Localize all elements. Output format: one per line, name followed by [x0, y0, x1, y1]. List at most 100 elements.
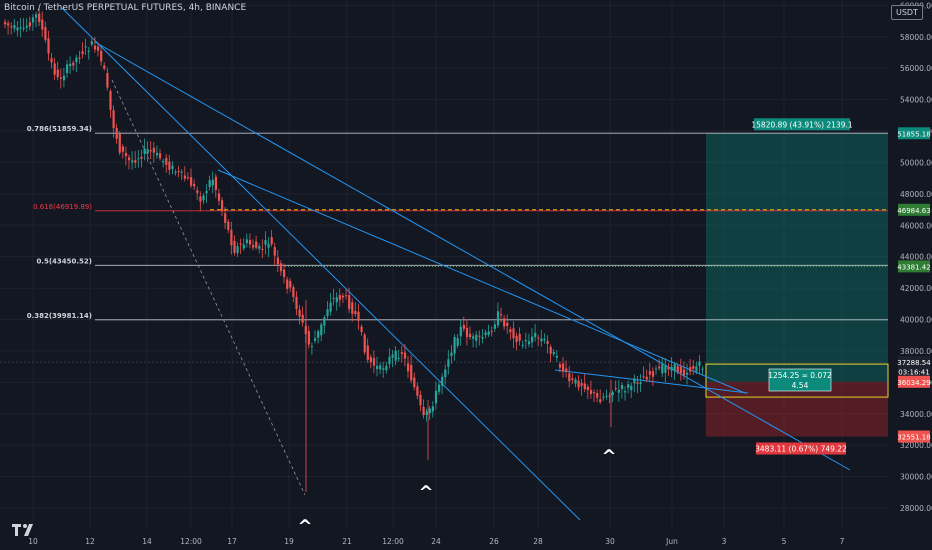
- candle-body: [695, 366, 698, 372]
- candle-body: [372, 358, 376, 366]
- candle-body: [109, 91, 112, 110]
- candle-body: [558, 364, 562, 368]
- time-tick: 12:00: [180, 537, 202, 546]
- candle-body: [391, 354, 394, 358]
- candle-body: [314, 338, 317, 341]
- candle-body: [682, 369, 686, 376]
- candle-body: [124, 152, 128, 157]
- candle-body: [450, 352, 453, 357]
- candle-body: [270, 237, 273, 245]
- symbol-title[interactable]: Bitcoin / TetherUS PERPETUAL FUTURES, 4h…: [4, 3, 247, 13]
- candle-body: [447, 359, 450, 367]
- price-label-bg: [898, 430, 930, 443]
- candle-body: [478, 335, 481, 337]
- candle-body: [521, 344, 524, 346]
- candle-body: [335, 297, 338, 303]
- candle-body: [679, 366, 682, 374]
- candle-body: [155, 152, 159, 156]
- candle-body: [400, 352, 403, 354]
- candle-body: [242, 244, 245, 249]
- time-tick: 12: [85, 537, 95, 546]
- candle-body: [462, 325, 465, 329]
- candle-body: [301, 314, 304, 323]
- position-labels: 15820.89 (43.91%) 2139.1 3483.11 (0.67%) …: [751, 118, 853, 455]
- candle-body: [208, 180, 211, 187]
- candle-body: [298, 309, 301, 317]
- candle-body: [469, 333, 472, 337]
- candle-body: [90, 41, 93, 45]
- candle-body: [307, 331, 310, 345]
- candle-body: [589, 390, 593, 395]
- candle-body: [183, 175, 186, 179]
- fib-label: 0.5(43450.52): [36, 257, 92, 265]
- candle-body: [397, 357, 400, 359]
- candle-body: [413, 377, 416, 388]
- candle-body: [379, 365, 382, 370]
- candle-body: [140, 156, 143, 159]
- candle-body: [7, 23, 10, 26]
- candle-body: [276, 257, 279, 265]
- candle-body: [177, 171, 180, 173]
- candle-body: [199, 196, 202, 202]
- candle-body: [320, 324, 323, 336]
- currency-badge[interactable]: USDT: [891, 5, 923, 20]
- candle-body: [44, 27, 47, 40]
- time-tick: 14: [142, 537, 152, 546]
- candle-body: [503, 318, 506, 327]
- candle-body: [369, 357, 372, 363]
- candle-body: [577, 380, 580, 388]
- candle-body: [496, 311, 500, 326]
- time-tick: 30: [605, 537, 615, 546]
- candle-body: [217, 193, 221, 201]
- trendline: [61, 7, 581, 521]
- price-label-bg: [898, 260, 930, 273]
- candle-body: [642, 376, 645, 378]
- candle-body: [382, 368, 385, 370]
- price-tick: 54000.00: [900, 96, 932, 105]
- candle-body: [310, 346, 314, 348]
- candle-body: [583, 383, 586, 390]
- candle-body: [500, 314, 503, 316]
- center-label-line1: 1254.25 ≈ 0.072: [768, 371, 832, 380]
- price-tick: 58000.00: [900, 33, 932, 42]
- candle-body: [332, 297, 335, 299]
- candle-body: [38, 13, 41, 23]
- candle-body: [531, 336, 534, 343]
- candle-body: [422, 406, 425, 416]
- candle-body: [614, 388, 617, 390]
- candle-body: [118, 133, 121, 153]
- fib-label: 0.382(39981.14): [27, 312, 92, 320]
- time-tick: 3: [722, 537, 727, 546]
- candle-body: [345, 295, 348, 297]
- price-label-bg: [898, 356, 930, 369]
- candle-body: [97, 46, 100, 51]
- pivot-markers: ^ ^ ^: [297, 446, 616, 537]
- candle-body: [62, 75, 66, 81]
- candle-body: [162, 160, 165, 163]
- candle-body: [351, 302, 354, 314]
- candle-body: [509, 329, 512, 333]
- candle-body: [168, 161, 171, 170]
- candle-body: [149, 150, 152, 152]
- candle-body: [134, 160, 137, 163]
- price-tick: 50000.00: [900, 158, 932, 167]
- candle-body: [456, 338, 459, 346]
- price-label: 03:16:41: [898, 368, 929, 376]
- price-tick: 40000.00: [900, 316, 932, 325]
- candle-body: [202, 195, 205, 201]
- candle-body: [698, 361, 701, 366]
- center-label-bg: [768, 368, 832, 392]
- candle-body: [196, 190, 199, 193]
- candle-body: [100, 50, 103, 62]
- candle-body: [555, 355, 558, 358]
- candle-body: [518, 333, 521, 341]
- candle-body: [41, 19, 44, 30]
- price-tick: 42000.00: [900, 284, 932, 293]
- time-axis[interactable]: 10 12 14 12:00 17 19 21 12:00 24 26 28 30 Jun 3 5 7: [28, 537, 844, 546]
- candle-body: [416, 386, 419, 396]
- candle-body: [617, 389, 620, 393]
- price-axis[interactable]: 60000.0058000.0056000.0054000.0052000.00…: [897, 1, 932, 513]
- candle-body: [72, 62, 75, 66]
- candle-body: [81, 51, 84, 55]
